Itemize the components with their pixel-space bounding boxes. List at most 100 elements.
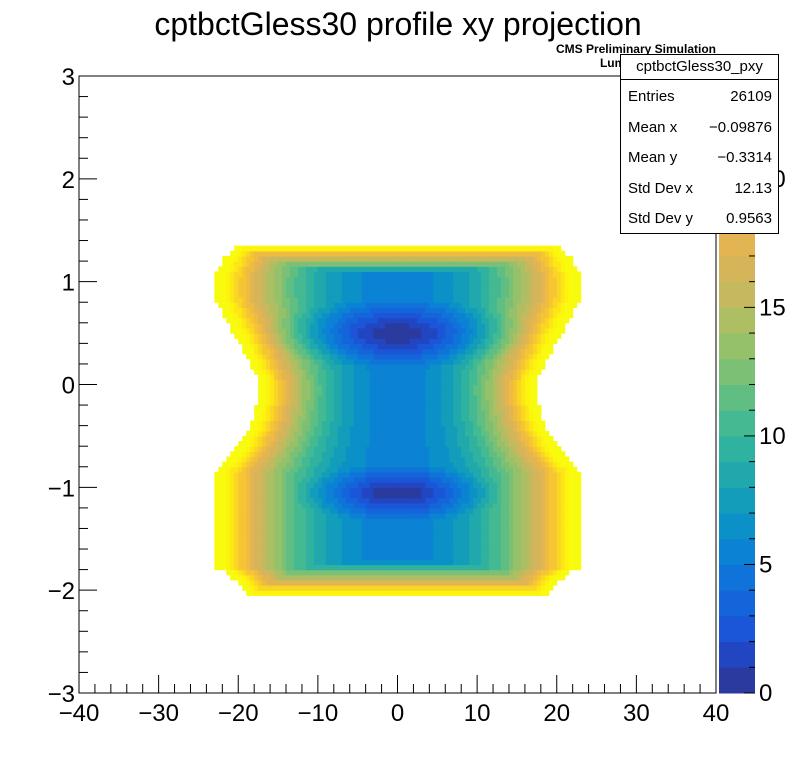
heatmap-cell — [421, 410, 426, 416]
heatmap-cell — [516, 487, 522, 494]
heatmap-cell — [345, 394, 351, 401]
heatmap-cell — [441, 312, 446, 319]
heatmap-cell — [409, 549, 415, 555]
heatmap-cell — [544, 513, 550, 519]
heatmap-cell — [528, 420, 534, 427]
heatmap-cell — [234, 317, 239, 324]
heatmap-cell — [528, 538, 534, 545]
heatmap-cell — [218, 502, 223, 509]
heatmap-cell — [461, 585, 466, 591]
heatmap-cell — [274, 482, 279, 488]
heatmap-cell — [449, 518, 454, 524]
heatmap-cell — [218, 302, 223, 308]
heatmap-cell — [238, 317, 243, 324]
heatmap-cell — [238, 333, 243, 339]
heatmap-cell — [508, 538, 514, 545]
heatmap-cell — [357, 389, 363, 396]
heatmap-cell — [349, 590, 355, 596]
heatmap-cell — [250, 302, 255, 308]
heatmap-cell — [254, 430, 259, 437]
heatmap-cell — [465, 353, 470, 360]
heatmap-cell — [481, 554, 486, 560]
heatmap-cell — [485, 471, 490, 478]
heatmap-cell — [242, 554, 247, 560]
heatmap-cell — [369, 487, 375, 494]
heatmap-cell — [254, 574, 259, 581]
heatmap-cell — [313, 569, 319, 576]
heatmap-cell — [250, 487, 255, 494]
heatmap-cell — [373, 518, 379, 524]
heatmap-cell — [536, 353, 542, 360]
heatmap-cell — [489, 333, 494, 339]
heatmap-cell — [568, 502, 574, 509]
heatmap-cell — [254, 312, 259, 319]
heatmap-cell — [222, 312, 227, 319]
heatmap-cell — [341, 518, 347, 524]
heatmap-cell — [524, 471, 530, 478]
heatmap-cell — [262, 291, 267, 298]
heatmap-cell — [449, 322, 454, 329]
heatmap-cell — [226, 482, 231, 488]
heatmap-cell — [457, 317, 462, 324]
heatmap-cell — [381, 482, 387, 488]
heatmap-cell — [465, 415, 470, 422]
heatmap-cell — [290, 528, 295, 535]
heatmap-cell — [481, 549, 486, 555]
heatmap-cell — [373, 482, 379, 488]
heatmap-cell — [254, 435, 259, 442]
heatmap-cell — [381, 394, 387, 401]
heatmap-cell — [361, 363, 367, 370]
heatmap-cell — [397, 322, 403, 329]
heatmap-cell — [286, 564, 291, 571]
heatmap-cell — [373, 579, 379, 586]
heatmap-cell — [309, 286, 315, 293]
heatmap-cell — [401, 518, 407, 524]
heatmap-cell — [329, 456, 335, 463]
heatmap-cell — [425, 327, 430, 334]
heatmap-cell — [564, 533, 570, 540]
heatmap-cell — [485, 554, 490, 560]
heatmap-cell — [365, 297, 371, 303]
heatmap-cell — [461, 353, 466, 360]
heatmap-cell — [524, 317, 530, 324]
heatmap-cell — [290, 585, 295, 591]
heatmap-cell — [528, 374, 534, 380]
heatmap-cell — [465, 312, 470, 319]
heatmap-cell — [461, 420, 466, 427]
heatmap-cell — [449, 399, 454, 406]
heatmap-cell — [493, 286, 498, 293]
heatmap-cell — [501, 585, 506, 591]
heatmap-cell — [313, 379, 319, 386]
heatmap-cell — [361, 543, 367, 550]
heatmap-cell — [357, 441, 363, 447]
heatmap-cell — [270, 569, 275, 576]
heatmap-cell — [353, 482, 359, 488]
heatmap-cell — [409, 435, 415, 442]
heatmap-cell — [512, 569, 518, 576]
heatmap-cell — [226, 538, 231, 545]
heatmap-cell — [461, 554, 466, 560]
heatmap-cell — [425, 482, 430, 488]
heatmap-cell — [461, 533, 466, 540]
heatmap-cell — [333, 477, 339, 483]
heatmap-cell — [361, 446, 367, 452]
heatmap-cell — [465, 559, 470, 566]
heatmap-cell — [528, 471, 534, 478]
heatmap-cell — [524, 559, 530, 566]
heatmap-cell — [516, 379, 522, 386]
heatmap-cell — [453, 554, 458, 560]
heatmap-cell — [516, 307, 522, 314]
heatmap-cell — [389, 394, 395, 401]
heatmap-cell — [457, 543, 462, 550]
heatmap-cell — [556, 471, 562, 478]
heatmap-cell — [560, 471, 566, 478]
heatmap-cell — [278, 461, 283, 468]
heatmap-cell — [373, 389, 379, 396]
heatmap-cell — [477, 374, 482, 380]
heatmap-cell — [297, 466, 303, 473]
heatmap-cell — [270, 425, 275, 432]
heatmap-cell — [449, 513, 454, 519]
heatmap-cell — [524, 528, 530, 535]
heatmap-cell — [369, 358, 375, 365]
